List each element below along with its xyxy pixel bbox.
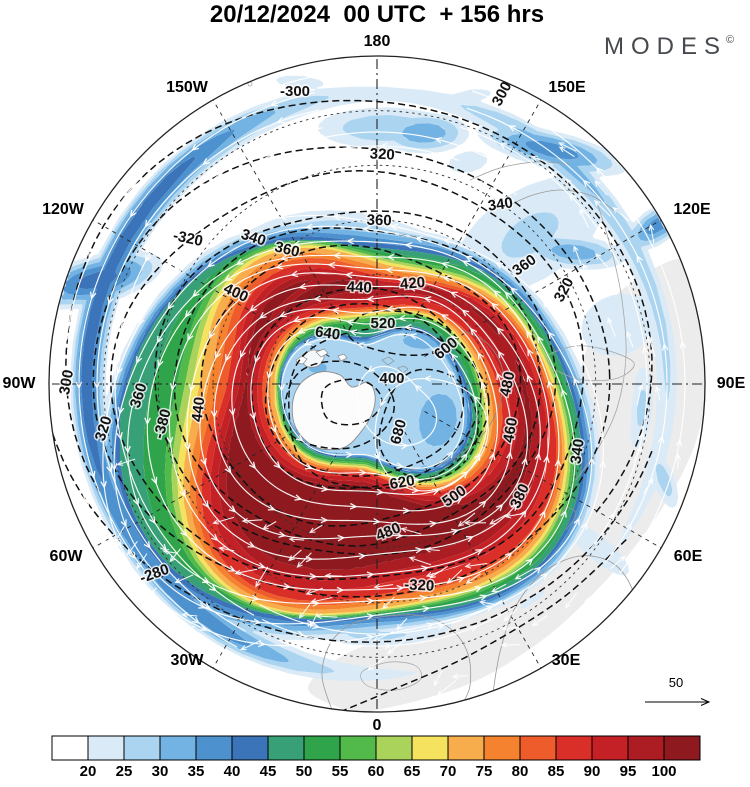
svg-text:20/12/2024 00 UTC + 156 hrs: 20/12/2024 00 UTC + 156 hrs bbox=[210, 1, 544, 28]
svg-text:55: 55 bbox=[332, 763, 349, 780]
svg-text:60: 60 bbox=[368, 763, 385, 780]
svg-text:80: 80 bbox=[512, 763, 529, 780]
svg-text:MODES: MODES bbox=[604, 33, 727, 60]
svg-text:90: 90 bbox=[584, 763, 601, 780]
svg-text:360: 360 bbox=[366, 212, 392, 230]
svg-text:75: 75 bbox=[476, 763, 493, 780]
svg-text:90E: 90E bbox=[717, 375, 746, 392]
svg-text:90W: 90W bbox=[3, 375, 37, 392]
svg-text:70: 70 bbox=[440, 763, 457, 780]
svg-text:95: 95 bbox=[620, 763, 637, 780]
svg-text:©: © bbox=[726, 34, 734, 46]
svg-text:45: 45 bbox=[260, 763, 277, 780]
svg-text:50: 50 bbox=[296, 763, 313, 780]
svg-text:100: 100 bbox=[651, 763, 676, 780]
svg-text:400: 400 bbox=[379, 370, 404, 387]
svg-text:50: 50 bbox=[669, 675, 683, 690]
svg-text:0: 0 bbox=[373, 717, 382, 734]
svg-text:65: 65 bbox=[404, 763, 421, 780]
svg-text:25: 25 bbox=[116, 763, 133, 780]
svg-text:520: 520 bbox=[370, 315, 395, 332]
svg-text:440: 440 bbox=[189, 396, 209, 423]
svg-text:340: 340 bbox=[487, 194, 514, 214]
svg-text:30E: 30E bbox=[552, 652, 581, 669]
svg-text:460: 460 bbox=[500, 416, 521, 444]
svg-text:120E: 120E bbox=[673, 201, 711, 218]
svg-text:180: 180 bbox=[364, 33, 391, 50]
svg-text:640: 640 bbox=[314, 323, 341, 343]
svg-text:440: 440 bbox=[346, 278, 372, 296]
svg-text:35: 35 bbox=[188, 763, 205, 780]
svg-text:340: 340 bbox=[567, 438, 587, 465]
svg-text:60E: 60E bbox=[674, 548, 703, 565]
svg-text:420: 420 bbox=[399, 274, 425, 293]
svg-text:150E: 150E bbox=[548, 79, 586, 96]
svg-text:120W: 120W bbox=[42, 201, 85, 218]
svg-text:20: 20 bbox=[80, 763, 97, 780]
svg-text:30W: 30W bbox=[171, 652, 205, 669]
svg-text:-320: -320 bbox=[404, 576, 435, 595]
svg-text:60W: 60W bbox=[50, 548, 84, 565]
svg-text:30: 30 bbox=[152, 763, 169, 780]
svg-text:40: 40 bbox=[224, 763, 241, 780]
svg-text:-300: -300 bbox=[280, 83, 310, 100]
svg-text:150W: 150W bbox=[166, 79, 209, 96]
svg-text:320: 320 bbox=[369, 145, 395, 163]
svg-text:85: 85 bbox=[548, 763, 565, 780]
